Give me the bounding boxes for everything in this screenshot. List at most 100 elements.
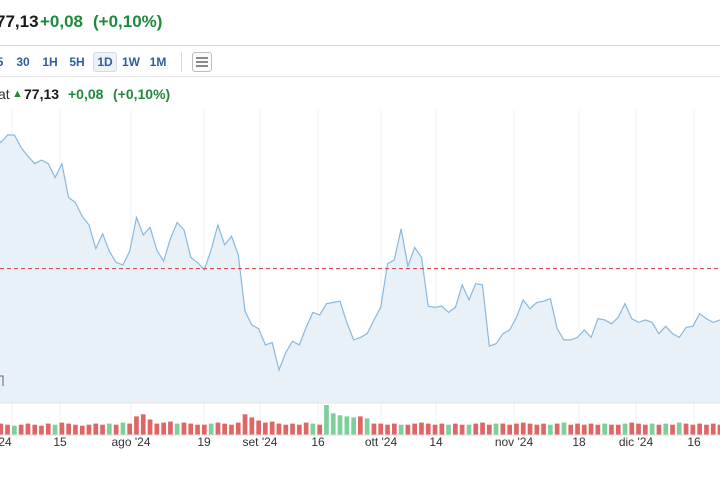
volume-bar (439, 423, 445, 435)
volume-bar (45, 423, 51, 435)
timeframe-5h-button[interactable]: 5H (69, 55, 85, 69)
volume-bar (127, 423, 132, 435)
table-icon[interactable] (192, 52, 212, 72)
volume-bar (527, 423, 533, 435)
volume-bar (229, 424, 234, 435)
volume-bar (32, 424, 38, 435)
volume-bar (107, 423, 112, 435)
volume-bar (432, 424, 438, 435)
timeframe-1w-button[interactable]: 1W (122, 55, 140, 69)
volume-bar (697, 423, 702, 435)
price-chart[interactable]: '24 15 ago '24 19 set '24 16 ott '24 14 nov '24 1… (0, 110, 720, 480)
volume-bar (473, 423, 479, 435)
volume-bar (690, 424, 696, 435)
volume-bar (263, 422, 268, 435)
volume-bar (93, 423, 99, 435)
volume-bar (615, 424, 621, 435)
volume-bar (181, 422, 187, 435)
volume-bar (588, 423, 594, 435)
volume-bar (683, 423, 689, 435)
timeframe-1d-button[interactable]: 1D (93, 52, 117, 72)
price-area (0, 135, 720, 403)
volume-bar (154, 423, 160, 435)
volume-bar (235, 422, 241, 435)
volume-bar (453, 423, 458, 435)
volume-bar (317, 424, 322, 435)
volume-bar (643, 424, 648, 435)
volume-bar (507, 424, 512, 435)
volume-bar (174, 423, 180, 435)
timeframe-toolbar: 5 30 1H 5H 1D 1W 1M (0, 47, 720, 77)
x-tick-label: 15 (53, 435, 67, 449)
header-change: +0,08 (40, 12, 84, 31)
timeframe-5-button[interactable]: 5 (0, 53, 4, 71)
volume-bar (392, 423, 397, 435)
volume-bar (73, 424, 78, 435)
price-line (0, 134, 720, 372)
volume-bar (710, 423, 716, 435)
volume-bar (548, 424, 553, 435)
volume-bar (459, 424, 465, 435)
volume-bar (276, 423, 282, 435)
legend-change-pct: (+0,10%) (113, 86, 171, 102)
volume-bar (602, 423, 607, 435)
volume-bar (554, 423, 560, 435)
x-tick-label: 18 (572, 435, 586, 449)
volume-bar (371, 423, 377, 435)
volume-bar (568, 424, 574, 435)
x-tick-label: ott '24 (365, 435, 398, 449)
volume-bar (269, 421, 275, 435)
volume-bar (25, 423, 31, 435)
x-tick-label: 16 (687, 435, 701, 449)
volume-bar (609, 424, 614, 435)
volume-bar (290, 423, 295, 435)
x-tick-label: 19 (197, 435, 211, 449)
volume-bar (398, 424, 404, 435)
volume-bar (405, 424, 411, 435)
volume-bar (39, 425, 44, 435)
x-tick-label: 16 (311, 435, 325, 449)
volume-bar (676, 422, 682, 435)
quote-header: 77,13 +0,08 (+0,10%) (0, 0, 720, 46)
volume-bar (622, 423, 628, 435)
timeframe-1h-button[interactable]: 1H (42, 55, 58, 69)
arrow-up-icon: ▲ (12, 88, 23, 100)
volume-bar (446, 424, 451, 435)
volume-bar (534, 424, 540, 435)
volume-bar (100, 424, 105, 435)
volume-bar (466, 424, 472, 435)
timeframe-30-button[interactable]: 30 (16, 55, 30, 69)
timeframe-1m-button[interactable]: 1M (149, 55, 167, 69)
volume-bar (66, 423, 71, 435)
volume-bar (5, 424, 10, 435)
toolbar-divider (181, 52, 182, 72)
x-tick-label: dic '24 (619, 435, 654, 449)
volume-bar (514, 423, 519, 435)
volume-bar (378, 423, 384, 435)
volume-bar (364, 418, 370, 435)
x-tick-label: nov '24 (495, 435, 534, 449)
legend-change: +0,08 (68, 86, 104, 102)
volume-bar (18, 424, 24, 435)
volume-bar (493, 423, 499, 435)
volume-bar (283, 424, 289, 435)
volume-bar (202, 424, 207, 435)
volume-bar (412, 423, 417, 435)
volume-bar (670, 424, 675, 435)
volume-bar (12, 425, 17, 435)
volume-bar (337, 415, 343, 435)
volume-bar (256, 420, 261, 435)
volume-bar (0, 423, 4, 435)
volume-bar (249, 417, 255, 435)
legend-price: 77,13 (24, 86, 60, 102)
volume-bar (297, 424, 302, 435)
volume-bar (704, 424, 709, 435)
volume-bar (344, 416, 350, 435)
volume-bar (656, 424, 662, 435)
header-change-pct: (+0,10%) (93, 12, 163, 31)
volume-bar (120, 422, 126, 435)
volume-bar (500, 423, 506, 435)
volume-bar (636, 423, 641, 435)
volume-bar (52, 424, 58, 435)
volume-bar (480, 422, 485, 435)
